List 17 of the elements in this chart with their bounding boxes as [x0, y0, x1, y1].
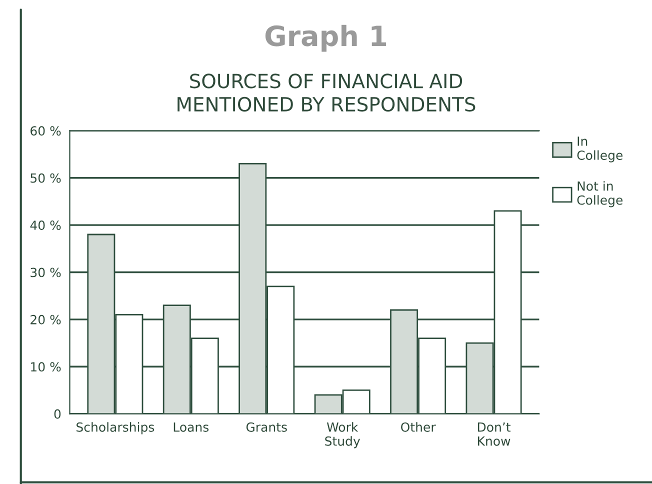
y-tick-label: 50 % [30, 173, 61, 183]
legend-label: In College [577, 136, 623, 162]
y-tick-label: 0 [54, 409, 61, 419]
x-tick-label: Loans [174, 422, 209, 432]
x-tick-label: Don’t Know [478, 422, 511, 446]
x-tick-label: Other [401, 422, 436, 432]
y-tick-label: 60 % [30, 126, 61, 136]
x-tick-label: Grants [246, 422, 287, 432]
legend-label: Not in College [577, 181, 623, 208]
x-tick-label: Work Study [325, 422, 360, 448]
x-tick-label: Scholarships [76, 422, 154, 434]
y-tick-label: 20 % [30, 314, 61, 324]
y-tick-label: 10 % [31, 362, 61, 372]
y-tick-label: 40 % [30, 220, 61, 230]
chart-title: Graph 1 [265, 24, 386, 52]
chart-subtitle: SOURCES OF FINANCIAL AID MENTIONED BY RESPONDENTS [178, 74, 476, 112]
y-tick-label: 30 % [30, 268, 61, 278]
